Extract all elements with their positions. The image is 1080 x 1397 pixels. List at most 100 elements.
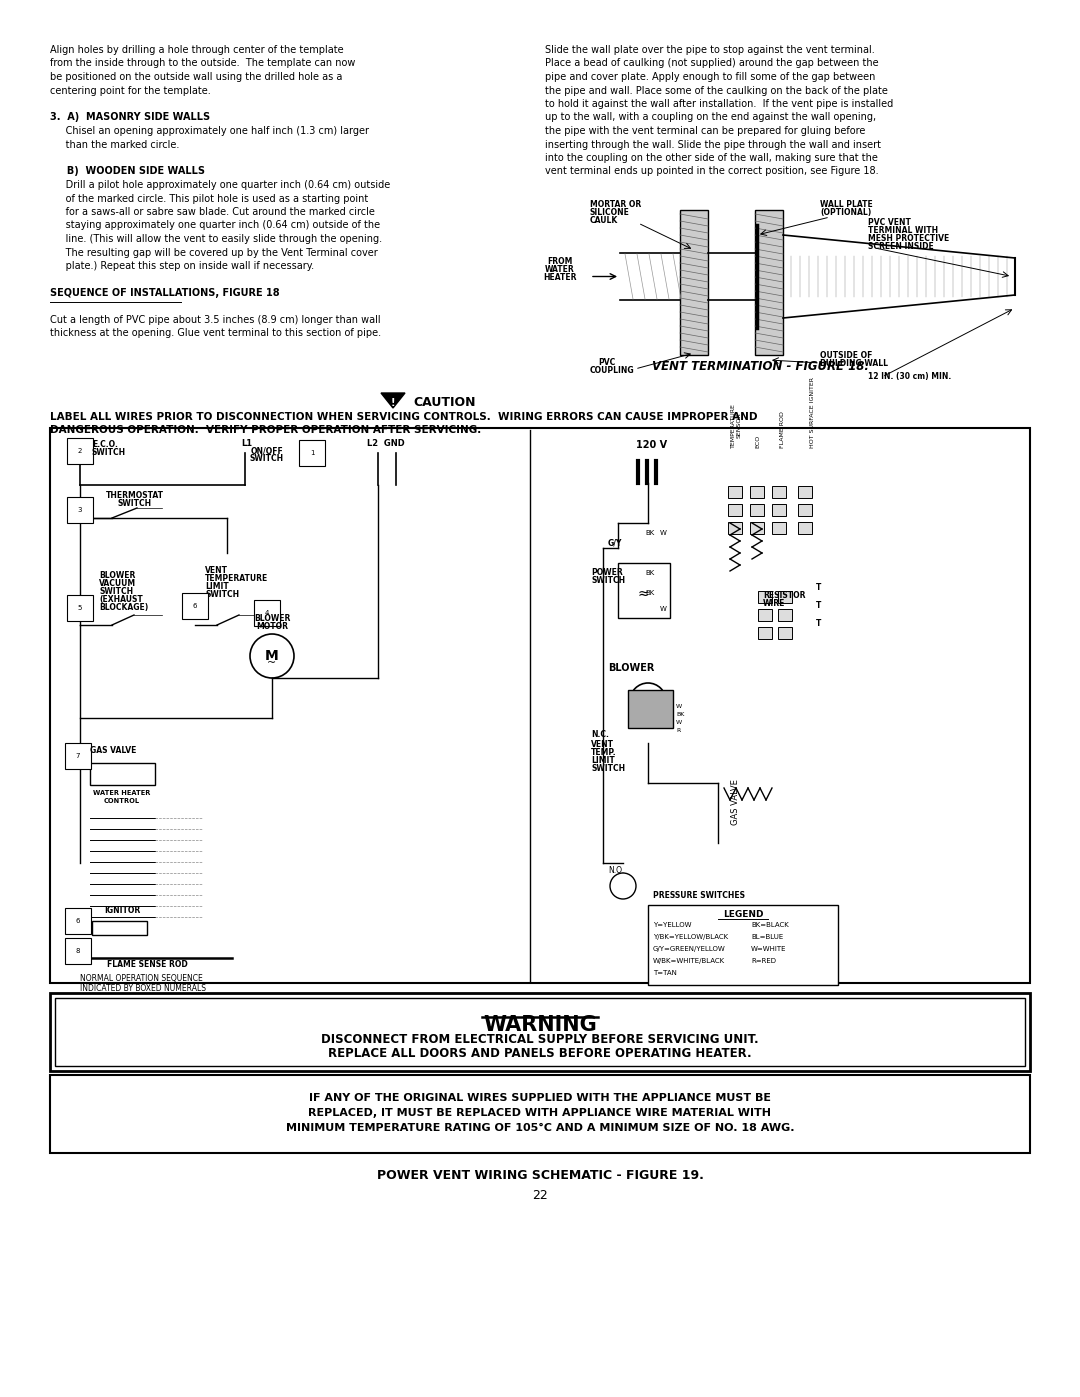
Text: line. (This will allow the vent to easily slide through the opening.: line. (This will allow the vent to easil… [50,235,382,244]
Bar [758,627,772,638]
Text: for a saws-all or sabre saw blade. Cut around the marked circle: for a saws-all or sabre saw blade. Cut a… [50,207,375,217]
Text: 6: 6 [192,604,198,609]
Text: T: T [816,583,822,592]
Bar [90,763,156,785]
Text: LEGEND: LEGEND [723,909,764,919]
Text: LIMIT: LIMIT [591,756,615,766]
Text: PVC VENT: PVC VENT [868,218,910,226]
Text: FLAME SENSE ROD: FLAME SENSE ROD [107,960,188,970]
Bar [92,921,147,935]
Text: SWITCH: SWITCH [591,576,625,585]
Text: vent terminal ends up pointed in the correct position, see Figure 18.: vent terminal ends up pointed in the cor… [545,166,879,176]
Polygon shape [381,393,405,408]
Text: ~: ~ [268,658,276,668]
Text: W: W [660,606,666,612]
Text: Y=YELLOW: Y=YELLOW [653,922,691,928]
Bar [750,522,764,534]
Text: BL=BLUE: BL=BLUE [751,935,783,940]
Bar [798,504,812,515]
Text: L1: L1 [242,439,253,448]
Text: IF ANY OF THE ORIGINAL WIRES SUPPLIED WITH THE APPLIANCE MUST BE: IF ANY OF THE ORIGINAL WIRES SUPPLIED WI… [309,1092,771,1104]
Text: TEMP.: TEMP. [591,747,617,757]
Bar [778,627,792,638]
Text: CAUTION: CAUTION [413,395,475,409]
Text: thickness at the opening. Glue vent terminal to this section of pipe.: thickness at the opening. Glue vent term… [50,328,381,338]
Text: BK=BLACK: BK=BLACK [751,922,788,928]
Text: WALL PLATE: WALL PLATE [820,200,873,210]
Text: DANGEROUS OPERATION.  VERIFY PROPER OPERATION AFTER SERVICING.: DANGEROUS OPERATION. VERIFY PROPER OPERA… [50,425,482,434]
Text: centering point for the template.: centering point for the template. [50,85,211,95]
Text: VENT: VENT [205,566,228,576]
Text: N.O.: N.O. [608,866,624,875]
Text: WARNING: WARNING [483,1016,597,1035]
Bar [55,997,1025,1066]
Text: of the marked circle. This pilot hole is used as a starting point: of the marked circle. This pilot hole is… [50,194,368,204]
Text: plate.) Repeat this step on inside wall if necessary.: plate.) Repeat this step on inside wall … [50,261,314,271]
Text: 3: 3 [78,507,82,513]
Bar [618,563,670,617]
Text: to hold it against the wall after installation.  If the vent pipe is installed: to hold it against the wall after instal… [545,99,893,109]
Text: SWITCH: SWITCH [118,499,152,509]
Text: ECO: ECO [756,434,760,448]
Text: GAS VALVE: GAS VALVE [731,780,741,826]
Bar [758,609,772,622]
Text: R=RED: R=RED [751,958,777,964]
Text: HEATER: HEATER [543,274,577,282]
Bar [778,591,792,604]
Text: VACUUM: VACUUM [99,578,136,588]
Text: be positioned on the outside wall using the drilled hole as a: be positioned on the outside wall using … [50,73,342,82]
Bar [50,993,1030,1071]
Text: TERMINAL WITH: TERMINAL WITH [868,226,939,235]
Text: OUTSIDE OF: OUTSIDE OF [820,351,873,360]
Text: NORMAL OPERATION SEQUENCE: NORMAL OPERATION SEQUENCE [80,974,203,983]
Text: 6: 6 [76,918,80,923]
Text: ≈: ≈ [637,587,649,601]
Text: IGNITOR: IGNITOR [104,907,140,915]
Text: from the inside through to the outside.  The template can now: from the inside through to the outside. … [50,59,355,68]
Bar [627,690,673,728]
Text: MOTOR: MOTOR [256,622,288,631]
Text: MORTAR OR: MORTAR OR [590,200,642,210]
Text: Cut a length of PVC pipe about 3.5 inches (8.9 cm) longer than wall: Cut a length of PVC pipe about 3.5 inche… [50,314,380,326]
Text: FROM: FROM [548,257,572,267]
Text: Drill a pilot hole approximately one quarter inch (0.64 cm) outside: Drill a pilot hole approximately one qua… [50,180,390,190]
Text: R: R [676,728,680,733]
Text: than the marked circle.: than the marked circle. [50,140,179,149]
Text: up to the wall, with a coupling on the end against the wall opening,: up to the wall, with a coupling on the e… [545,113,876,123]
Text: 2: 2 [78,448,82,454]
Text: (EXHAUST: (EXHAUST [99,595,143,604]
Text: 4: 4 [265,610,269,616]
Text: SWITCH: SWITCH [99,587,133,597]
Text: the pipe with the vent terminal can be prepared for gluing before: the pipe with the vent terminal can be p… [545,126,865,136]
Text: BLOCKAGE): BLOCKAGE) [99,604,148,612]
Bar [758,591,772,604]
Text: W=WHITE: W=WHITE [751,946,786,951]
Bar [798,486,812,497]
Text: ON/OFF: ON/OFF [251,446,283,455]
Text: VENT TERMINATION - FIGURE 18.: VENT TERMINATION - FIGURE 18. [651,360,868,373]
Text: The resulting gap will be covered up by the Vent Terminal cover: The resulting gap will be covered up by … [50,247,378,257]
Text: SWITCH: SWITCH [205,590,239,599]
Text: TEMPERATURE: TEMPERATURE [205,574,268,583]
Text: SWITCH: SWITCH [591,764,625,773]
Text: BLOWER: BLOWER [608,664,654,673]
Text: Align holes by drilling a hole through center of the template: Align holes by drilling a hole through c… [50,45,343,54]
Text: BK: BK [645,529,654,536]
Text: HOT SURFACE IGNITER: HOT SURFACE IGNITER [810,377,815,448]
Text: L2  GND: L2 GND [367,439,405,448]
Text: MINIMUM TEMPERATURE RATING OF 105°C AND A MINIMUM SIZE OF NO. 18 AWG.: MINIMUM TEMPERATURE RATING OF 105°C AND … [286,1123,794,1133]
Text: G/Y=GREEN/YELLOW: G/Y=GREEN/YELLOW [653,946,726,951]
Text: (OPTIONAL): (OPTIONAL) [820,208,872,217]
Text: G/Y: G/Y [608,538,622,548]
Text: N.C.: N.C. [591,731,609,739]
Bar [728,522,742,534]
Text: 3.  A)  MASONRY SIDE WALLS: 3. A) MASONRY SIDE WALLS [50,113,211,123]
Text: W: W [676,719,683,725]
Text: Chisel an opening approximately one half inch (1.3 cm) larger: Chisel an opening approximately one half… [50,126,369,136]
Bar [750,504,764,515]
Text: WATER: WATER [545,265,575,274]
Text: LIMIT: LIMIT [205,583,229,591]
Text: 22: 22 [532,1189,548,1201]
Bar [750,486,764,497]
Polygon shape [755,210,783,355]
